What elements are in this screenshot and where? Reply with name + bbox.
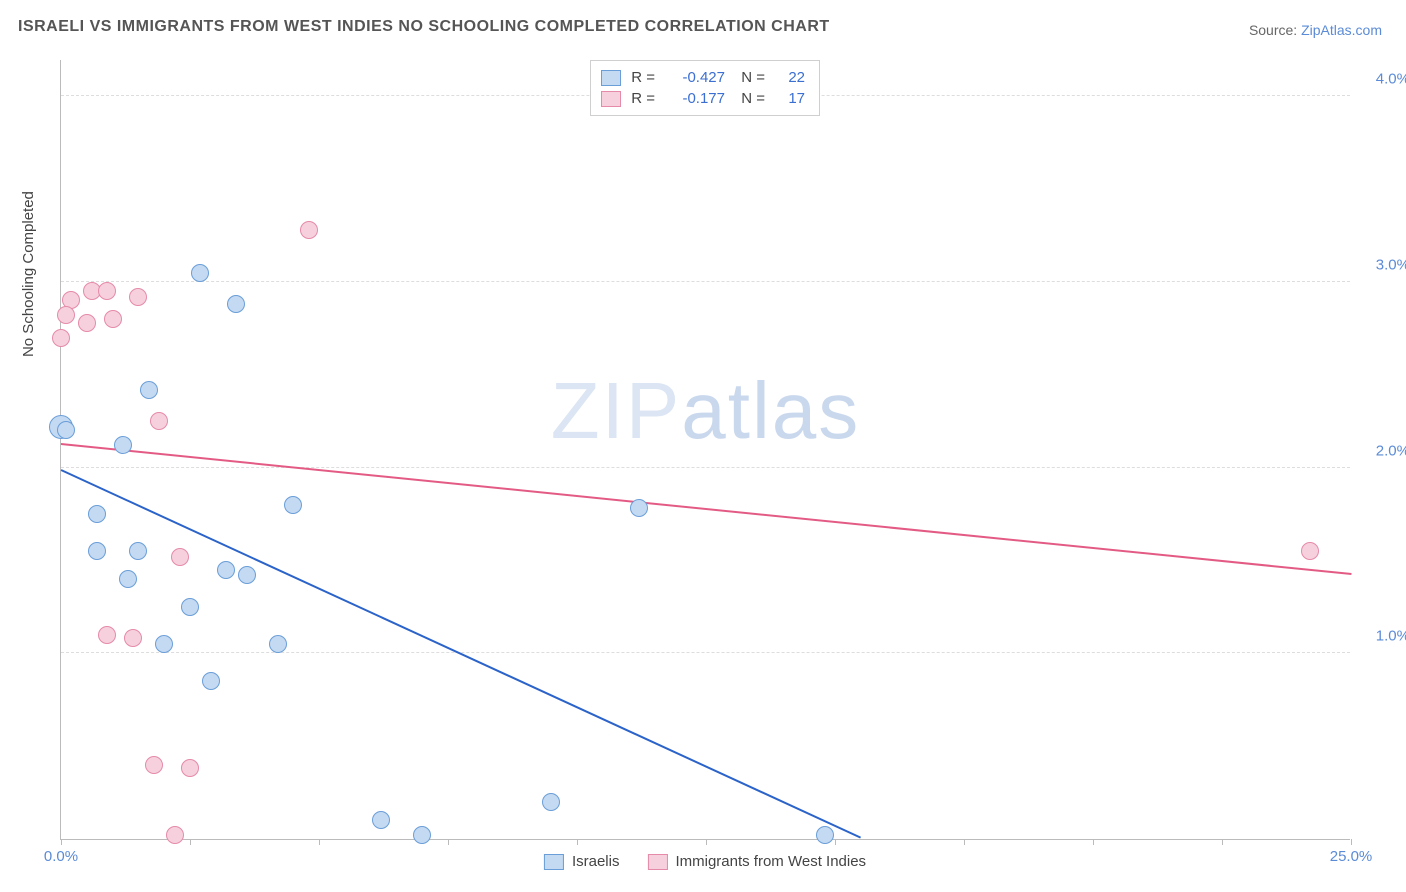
- data-point: [98, 626, 116, 644]
- data-point: [191, 264, 209, 282]
- data-point: [300, 221, 318, 239]
- legend-swatch: [601, 91, 621, 107]
- source-link[interactable]: ZipAtlas.com: [1301, 22, 1382, 38]
- x-tick: [835, 839, 836, 845]
- data-point: [52, 329, 70, 347]
- data-point: [630, 499, 648, 517]
- legend-series-label: Immigrants from West Indies: [675, 853, 866, 870]
- chart-title: ISRAELI VS IMMIGRANTS FROM WEST INDIES N…: [18, 18, 830, 36]
- x-tick: [964, 839, 965, 845]
- data-point: [98, 282, 116, 300]
- data-point: [372, 811, 390, 829]
- data-point: [57, 421, 75, 439]
- data-point: [104, 310, 122, 328]
- series-legend: Israelis Immigrants from West Indies: [544, 853, 866, 870]
- y-tick-label: 1.0%: [1376, 628, 1406, 645]
- data-point: [181, 598, 199, 616]
- data-point: [114, 436, 132, 454]
- data-point: [129, 288, 147, 306]
- correlation-legend: R = -0.427 N = 22 R = -0.177 N = 17: [590, 60, 820, 116]
- legend-swatch: [601, 70, 621, 86]
- legend-R-value: -0.177: [661, 90, 725, 107]
- y-tick-label: 3.0%: [1376, 256, 1406, 273]
- x-tick: [1093, 839, 1094, 845]
- x-tick: [706, 839, 707, 845]
- watermark-bold: ZIP: [551, 366, 681, 455]
- data-point: [227, 295, 245, 313]
- legend-series-label: Israelis: [572, 853, 620, 870]
- y-tick-label: 4.0%: [1376, 71, 1406, 88]
- data-point: [124, 629, 142, 647]
- x-tick: [577, 839, 578, 845]
- data-point: [140, 381, 158, 399]
- legend-correlation-row: R = -0.427 N = 22: [601, 67, 805, 88]
- data-point: [78, 314, 96, 332]
- gridline: [61, 281, 1350, 282]
- legend-N-value: 22: [771, 69, 805, 86]
- legend-swatch: [647, 854, 667, 870]
- x-tick: [448, 839, 449, 845]
- y-tick-label: 2.0%: [1376, 442, 1406, 459]
- data-point: [150, 412, 168, 430]
- x-tick: [1222, 839, 1223, 845]
- legend-series-item: Israelis: [544, 853, 620, 870]
- trend-line: [61, 469, 862, 839]
- data-point: [202, 672, 220, 690]
- data-point: [284, 496, 302, 514]
- x-tick-label: 25.0%: [1330, 848, 1373, 865]
- legend-series-item: Immigrants from West Indies: [647, 853, 866, 870]
- data-point: [181, 759, 199, 777]
- chart-area: ZIPatlas 1.0%2.0%3.0%4.0%0.0%25.0% R = -0…: [60, 60, 1350, 840]
- legend-R-value: -0.427: [661, 69, 725, 86]
- trend-line: [61, 443, 1351, 575]
- data-point: [542, 793, 560, 811]
- source-attribution: Source: ZipAtlas.com: [1249, 22, 1382, 38]
- data-point: [129, 542, 147, 560]
- legend-N-label: N =: [737, 69, 765, 86]
- x-tick: [190, 839, 191, 845]
- legend-N-value: 17: [771, 90, 805, 107]
- data-point: [413, 826, 431, 844]
- data-point: [88, 505, 106, 523]
- y-axis-title: No Schooling Completed: [20, 191, 37, 357]
- data-point: [145, 756, 163, 774]
- data-point: [119, 570, 137, 588]
- source-label: Source:: [1249, 22, 1301, 38]
- legend-R-label: R =: [627, 69, 655, 86]
- data-point: [217, 561, 235, 579]
- data-point: [269, 635, 287, 653]
- x-tick: [61, 839, 62, 845]
- gridline: [61, 467, 1350, 468]
- legend-correlation-row: R = -0.177 N = 17: [601, 88, 805, 109]
- plot-region: ZIPatlas 1.0%2.0%3.0%4.0%0.0%25.0%: [60, 60, 1350, 840]
- legend-R-label: R =: [627, 90, 655, 107]
- legend-swatch: [544, 854, 564, 870]
- gridline: [61, 652, 1350, 653]
- data-point: [238, 566, 256, 584]
- watermark-thin: atlas: [681, 366, 860, 455]
- data-point: [166, 826, 184, 844]
- data-point: [1301, 542, 1319, 560]
- x-tick-label: 0.0%: [44, 848, 78, 865]
- x-tick: [319, 839, 320, 845]
- data-point: [57, 306, 75, 324]
- data-point: [171, 548, 189, 566]
- data-point: [88, 542, 106, 560]
- data-point: [155, 635, 173, 653]
- data-point: [816, 826, 834, 844]
- watermark: ZIPatlas: [551, 365, 860, 457]
- legend-N-label: N =: [737, 90, 765, 107]
- x-tick: [1351, 839, 1352, 845]
